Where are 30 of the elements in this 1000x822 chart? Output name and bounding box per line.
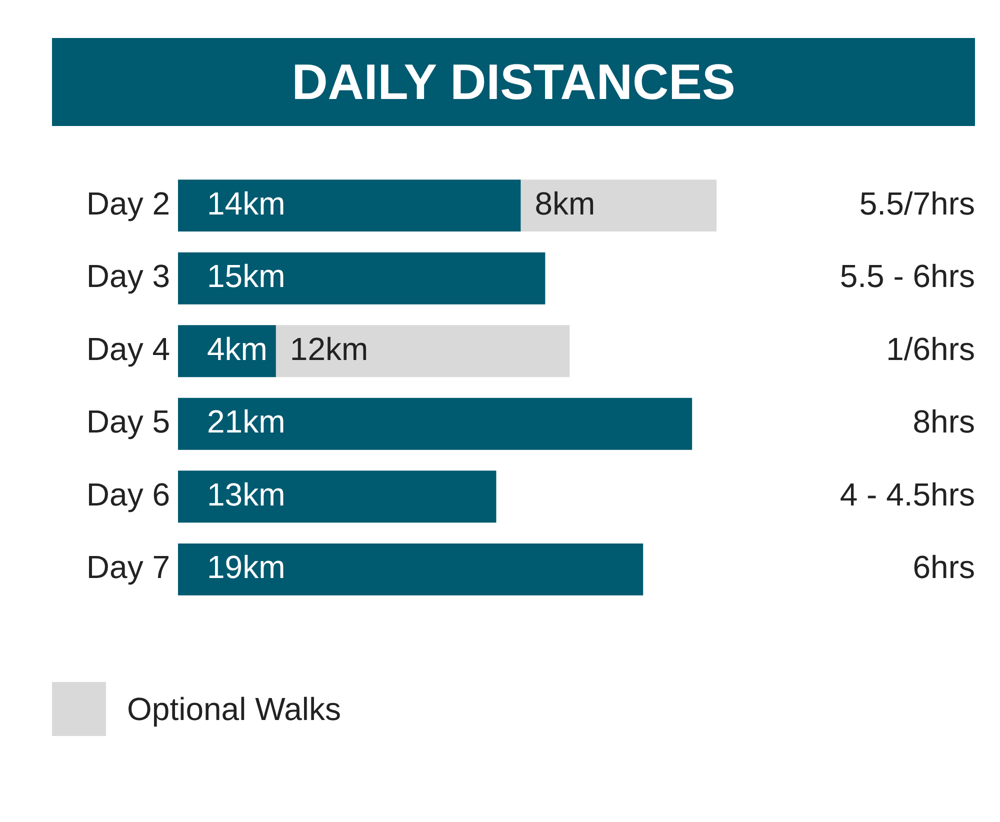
y-tick-label: Day 2 — [86, 185, 170, 222]
bar — [178, 543, 644, 596]
bar — [178, 180, 521, 232]
data-label: 13km — [207, 476, 286, 512]
text: 5.5/7hrs — [859, 185, 975, 222]
text: 4 - 4.5hrs — [840, 476, 975, 512]
data-label: 21km — [207, 404, 286, 440]
y-tick-label: Day 4 — [86, 330, 170, 367]
data-label: 8km — [534, 185, 596, 222]
data-label: 15km — [207, 258, 286, 294]
bar — [178, 470, 496, 523]
text: 6hrs — [912, 549, 975, 586]
text: 8hrs — [912, 404, 975, 440]
data-label: 19km — [207, 549, 286, 586]
text: 5.5 - 6hrs — [840, 258, 975, 294]
data-label: 14km — [207, 185, 286, 222]
legend-label: Optional Walks — [127, 690, 341, 728]
data-label: 12km — [290, 330, 368, 367]
y-tick-label: Day 3 — [86, 258, 170, 294]
bar — [178, 325, 276, 378]
bar — [178, 398, 692, 450]
data-label: 4km — [207, 330, 268, 367]
text: 1/6hrs — [886, 330, 975, 367]
y-tick-label: Day 7 — [86, 549, 170, 586]
bar — [276, 325, 570, 378]
y-tick-label: Day 5 — [86, 404, 170, 440]
bar — [178, 252, 546, 304]
y-tick-label: Day 6 — [86, 476, 170, 512]
bar — [520, 180, 717, 232]
chart-title: DAILY DISTANCES — [292, 53, 736, 111]
